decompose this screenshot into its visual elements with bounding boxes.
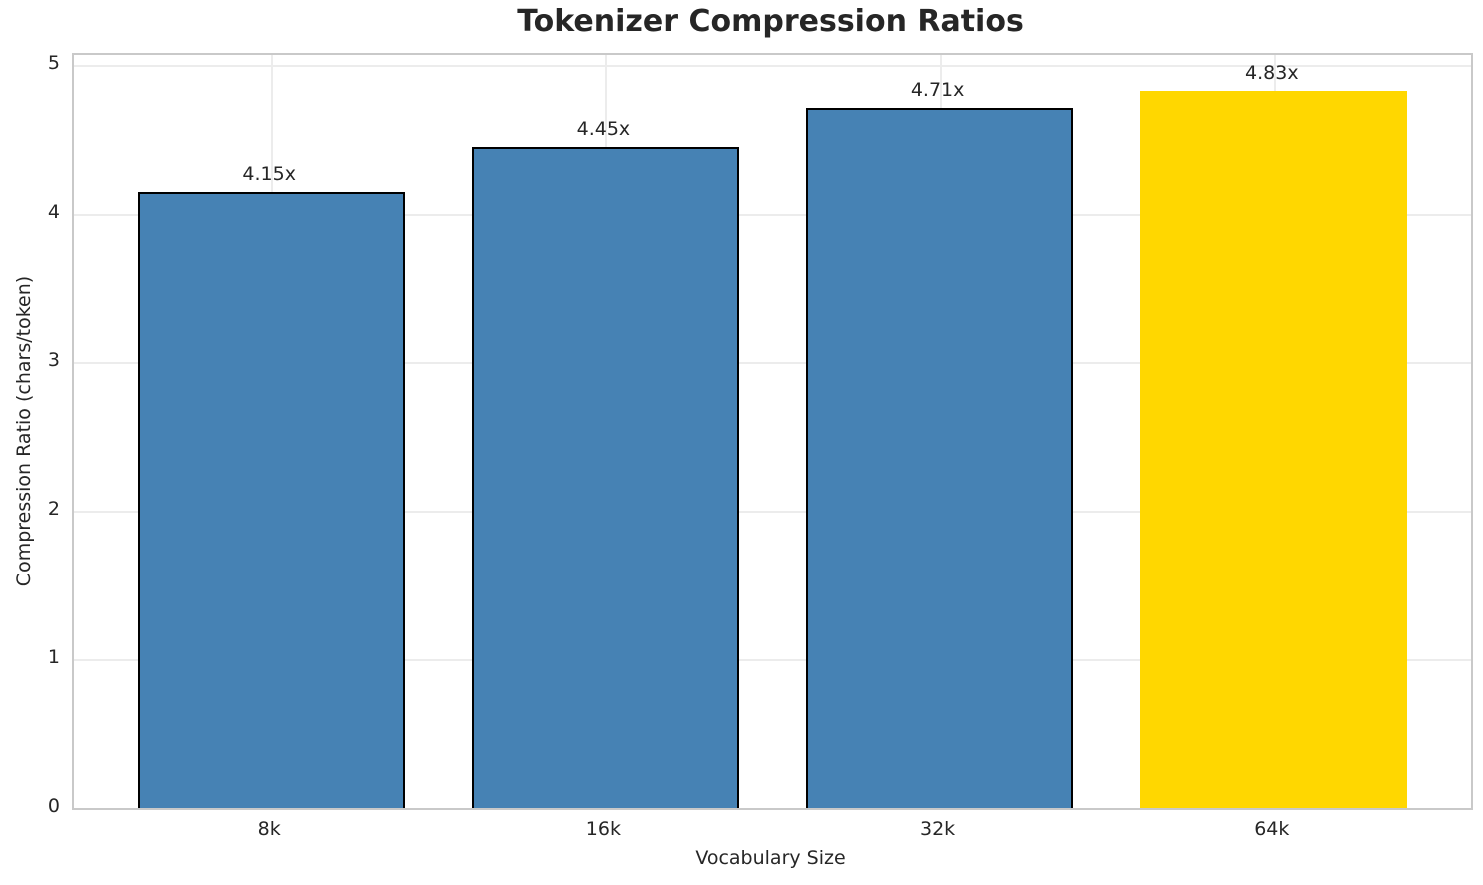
bar-value-label-16k: 4.45x (576, 118, 631, 141)
x-tick-label-16k: 16k (585, 818, 621, 840)
y-tick-label-0: 0 (47, 795, 60, 817)
y-tick-label-2: 2 (47, 497, 60, 520)
bar-value-label-8k: 4.15x (242, 162, 296, 185)
y-tick-label-1: 1 (47, 646, 60, 669)
y-tick-label-5: 5 (47, 52, 60, 75)
bar-value-label-32k: 4.71x (910, 79, 965, 102)
gridline-y-5 (74, 65, 1471, 68)
y-axis-label: Compression Ratio (chars/token) (13, 275, 35, 587)
bar-8k (137, 191, 405, 808)
bar-16k (471, 147, 740, 808)
gridline-y-3 (74, 362, 1471, 365)
y-tick-label-3: 3 (47, 349, 60, 372)
y-tick-label-4: 4 (47, 200, 60, 223)
bar-64k (1140, 90, 1408, 808)
bar-value-label-64k: 4.83x (1245, 61, 1299, 84)
gridline-y-4 (74, 213, 1471, 216)
x-tick-label-64k: 64k (1254, 818, 1290, 840)
bar-32k (805, 108, 1074, 808)
x-axis-label: Vocabulary Size (695, 847, 846, 869)
gridline-y-1 (74, 659, 1471, 662)
chart-title: Tokenizer Compression Ratios (517, 4, 1024, 39)
x-tick-label-8k: 8k (257, 818, 281, 840)
gridline-y-2 (74, 510, 1471, 513)
x-tick-label-32k: 32k (920, 818, 956, 840)
plot-area (72, 53, 1473, 810)
